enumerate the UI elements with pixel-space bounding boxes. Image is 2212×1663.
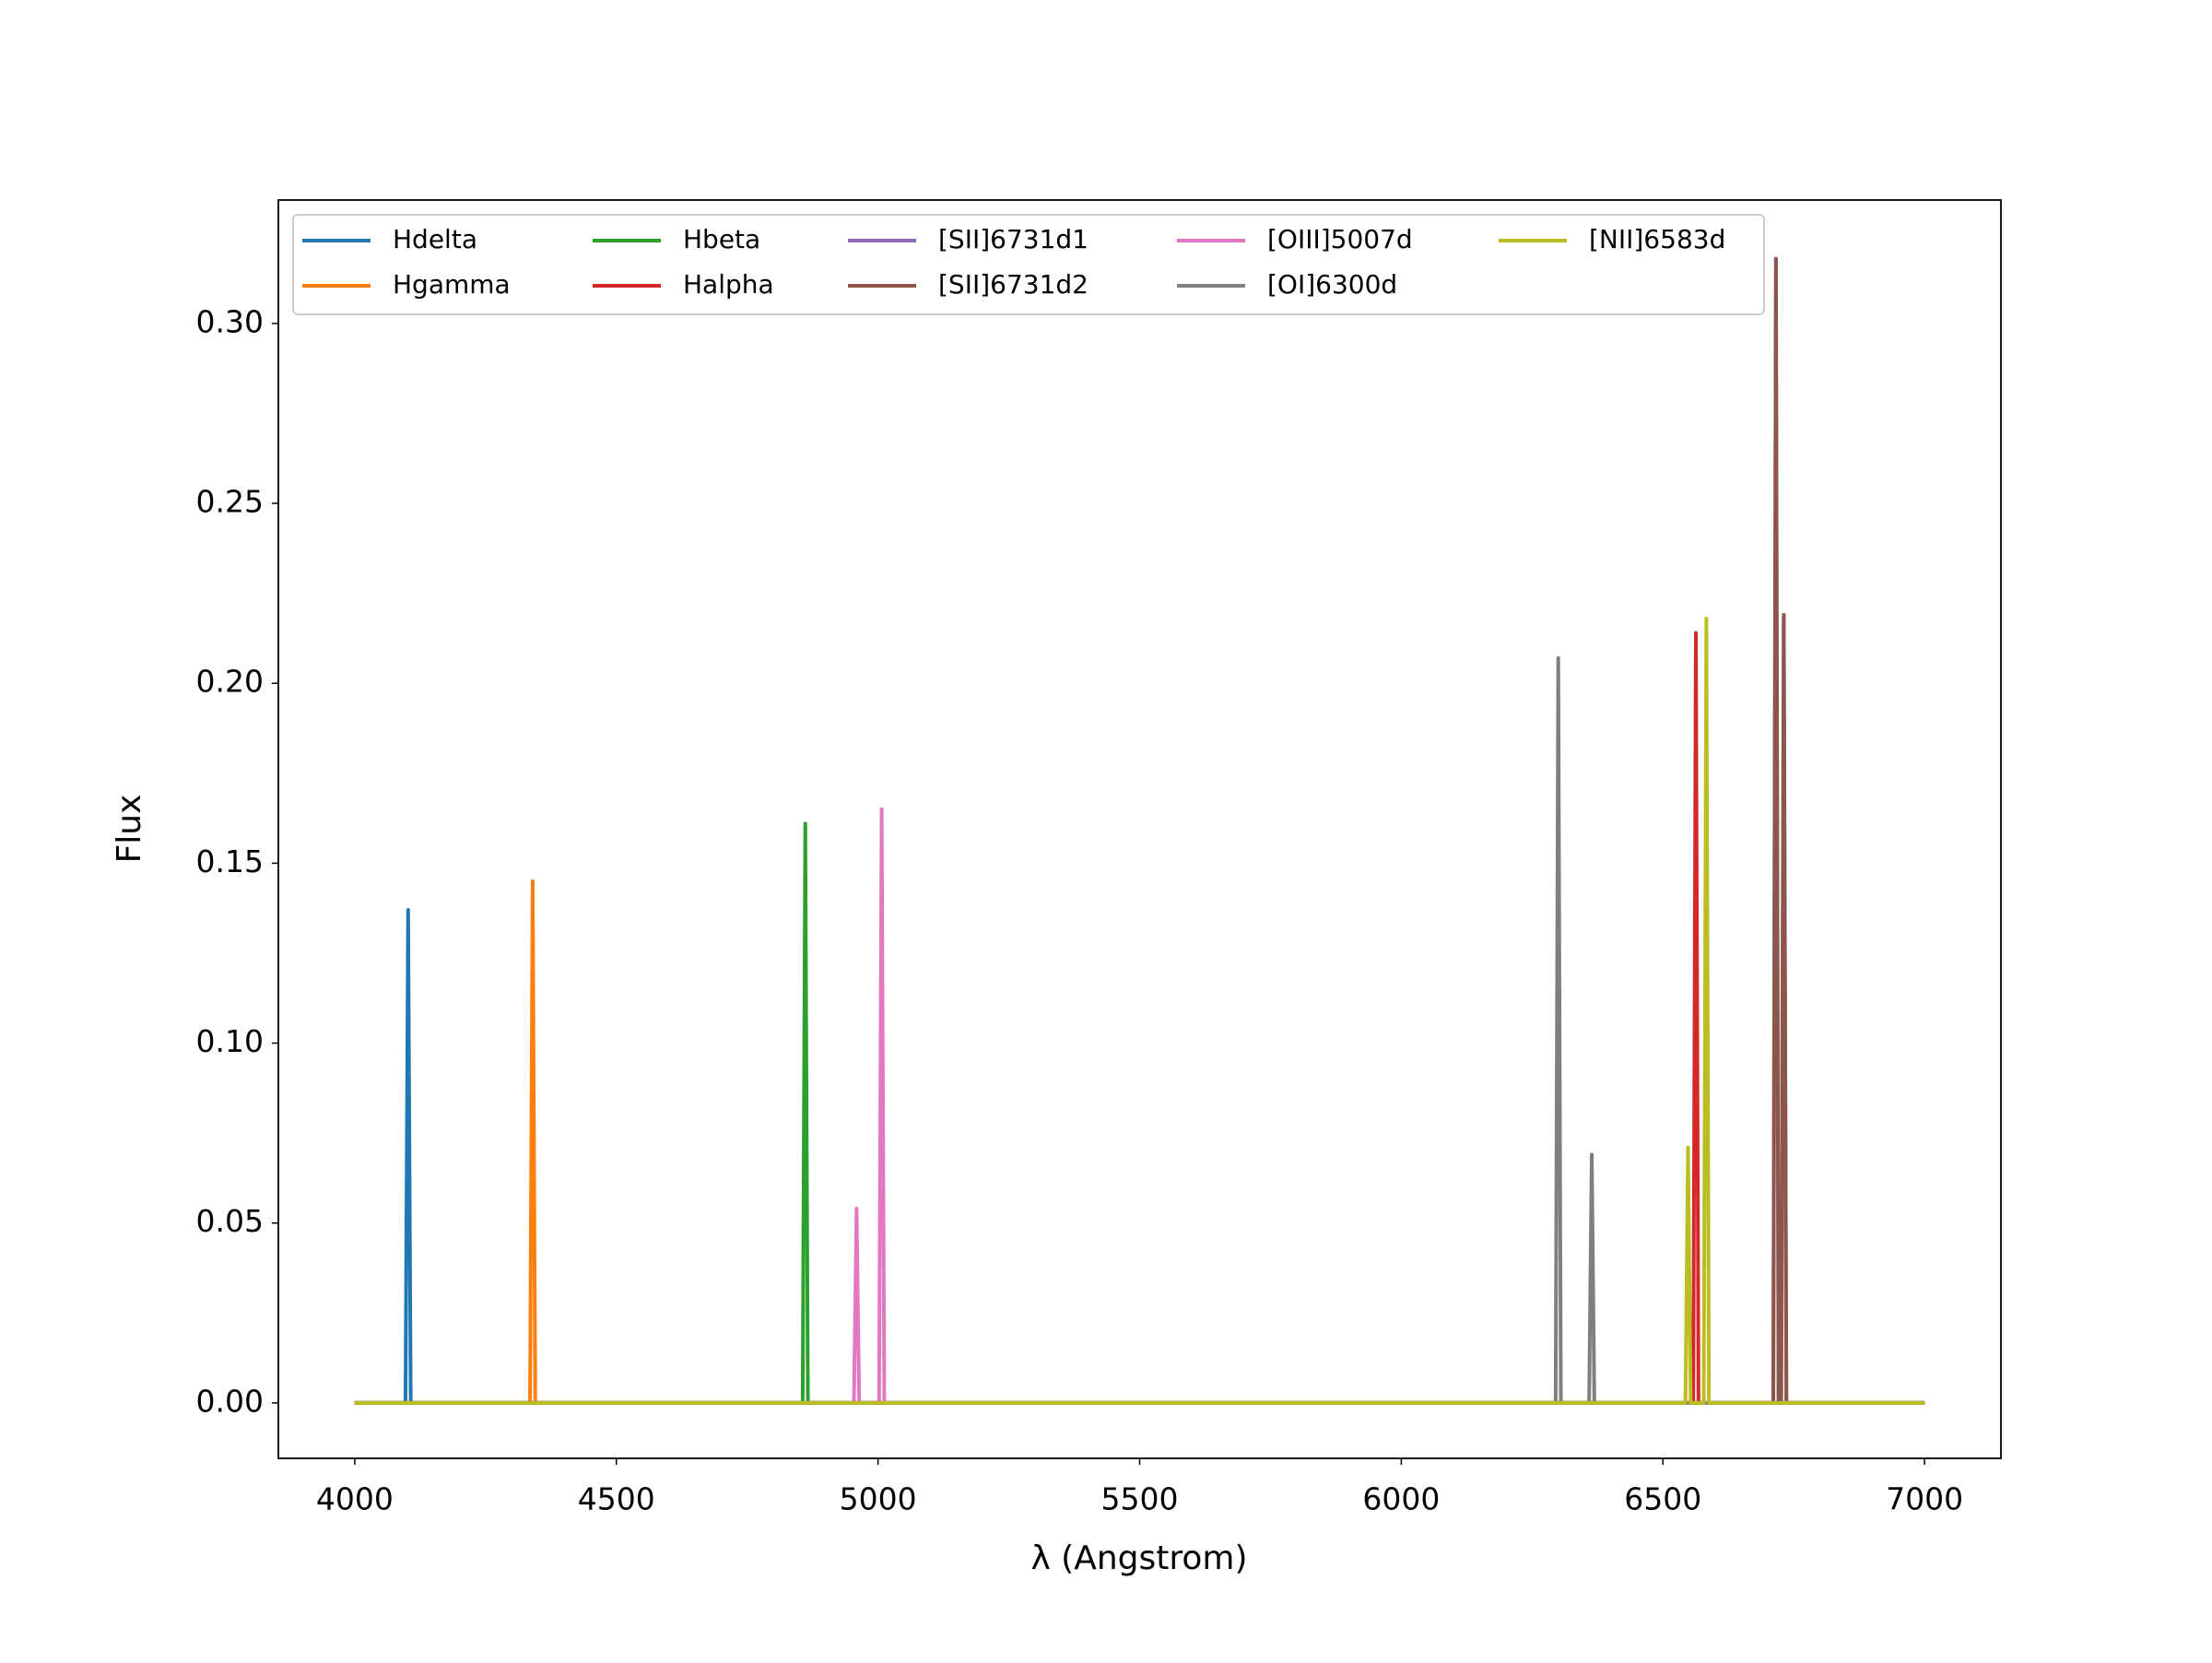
x-axis-label: λ (Angstrom) [1030, 1539, 1247, 1577]
legend-label: Halpha [683, 269, 774, 300]
legend-label: [OIII]5007d [1267, 224, 1413, 254]
legend-label: Hdelta [393, 224, 477, 254]
y-tick-label: 0.25 [196, 484, 264, 520]
y-tick-label: 0.30 [196, 303, 264, 339]
x-tick-label: 5500 [1101, 1481, 1179, 1517]
legend-label: [SII]6731d1 [938, 224, 1088, 254]
x-tick-label: 4000 [316, 1481, 394, 1517]
series-line [354, 616, 1925, 1405]
legend-label: [NII]6583d [1589, 224, 1725, 254]
legend-label: Hgamma [393, 269, 511, 300]
x-tick-label: 7000 [1886, 1481, 1963, 1517]
x-tick-label: 5000 [840, 1481, 917, 1517]
y-tick-label: 0.00 [196, 1383, 264, 1419]
x-tick-label: 4500 [578, 1481, 655, 1517]
y-tick-label: 0.15 [196, 843, 264, 879]
y-axis-label: Flux [111, 795, 148, 864]
y-tick-label: 0.10 [196, 1023, 264, 1059]
legend-label: [OI]6300d [1267, 269, 1397, 300]
legend-label: Hbeta [683, 224, 760, 254]
x-tick-label: 6000 [1362, 1481, 1440, 1517]
x-tick-label: 6500 [1624, 1481, 1701, 1517]
y-tick-label: 0.05 [196, 1203, 264, 1239]
legend-label: [SII]6731d2 [938, 269, 1088, 300]
y-tick-label: 0.20 [196, 664, 264, 700]
plot-frame [277, 199, 2002, 1459]
